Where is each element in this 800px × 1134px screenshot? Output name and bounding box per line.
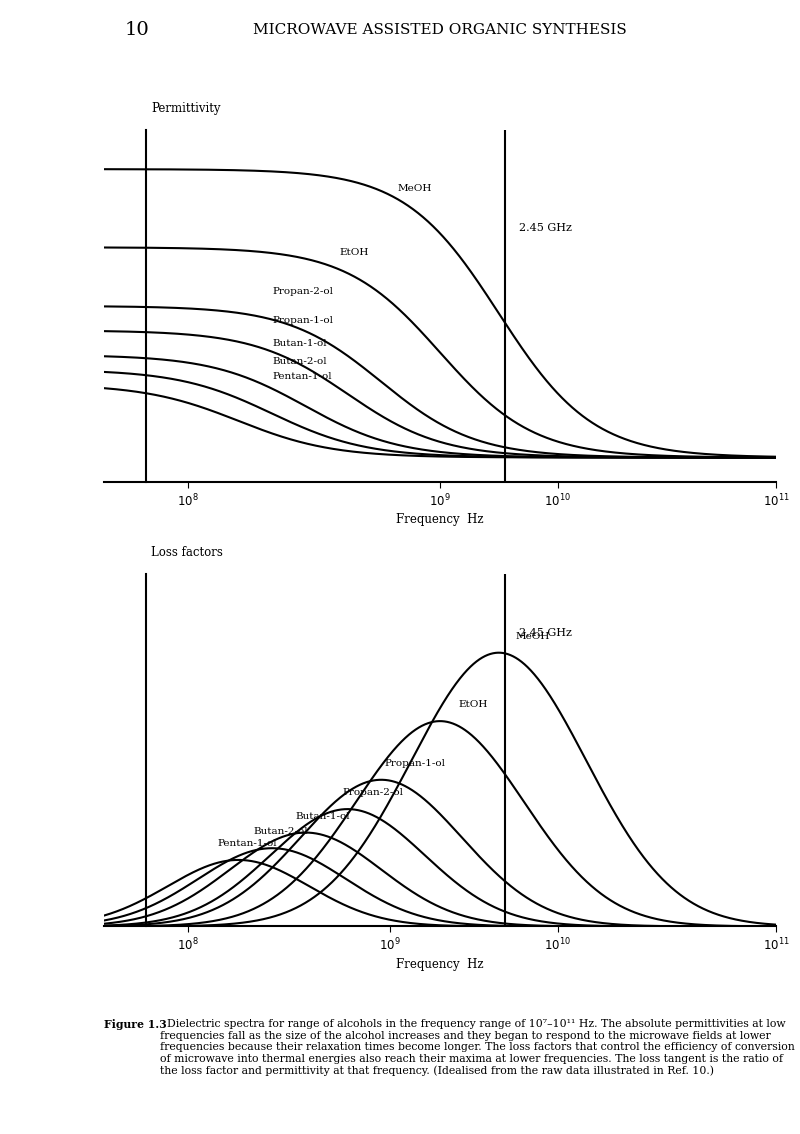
Text: EtOH: EtOH	[459, 701, 488, 710]
Text: 2.45 GHz: 2.45 GHz	[518, 222, 572, 232]
Text: 10: 10	[124, 22, 149, 39]
Text: Pentan-1-ol: Pentan-1-ol	[272, 372, 332, 381]
Text: Butan-2-ol: Butan-2-ol	[253, 828, 308, 837]
Text: Propan-1-ol: Propan-1-ol	[272, 316, 333, 325]
Text: Permittivity: Permittivity	[151, 102, 221, 116]
X-axis label: Frequency  Hz: Frequency Hz	[396, 957, 484, 971]
Text: Butan-2-ol: Butan-2-ol	[272, 357, 326, 366]
Text: Butan-1-ol: Butan-1-ol	[295, 812, 350, 821]
Text: Propan-2-ol: Propan-2-ol	[272, 287, 333, 296]
Text: MICROWAVE ASSISTED ORGANIC SYNTHESIS: MICROWAVE ASSISTED ORGANIC SYNTHESIS	[253, 23, 627, 37]
Text: Propan-2-ol: Propan-2-ol	[342, 788, 403, 797]
Text: MeOH: MeOH	[398, 184, 432, 193]
Text: 2.45 GHz: 2.45 GHz	[518, 628, 572, 638]
Text: Pentan-1-ol: Pentan-1-ol	[217, 839, 277, 848]
Text: EtOH: EtOH	[339, 247, 369, 256]
Text: Propan-1-ol: Propan-1-ol	[384, 759, 446, 768]
Text: MeOH: MeOH	[515, 632, 550, 641]
Text: Dielectric spectra for range of alcohols in the frequency range of 10⁷–10¹¹ Hz. : Dielectric spectra for range of alcohols…	[160, 1019, 794, 1076]
Text: Figure 1.3: Figure 1.3	[104, 1019, 166, 1030]
X-axis label: Frequency  Hz: Frequency Hz	[396, 514, 484, 526]
Text: Loss factors: Loss factors	[151, 545, 223, 559]
Text: Butan-1-ol: Butan-1-ol	[272, 339, 326, 348]
